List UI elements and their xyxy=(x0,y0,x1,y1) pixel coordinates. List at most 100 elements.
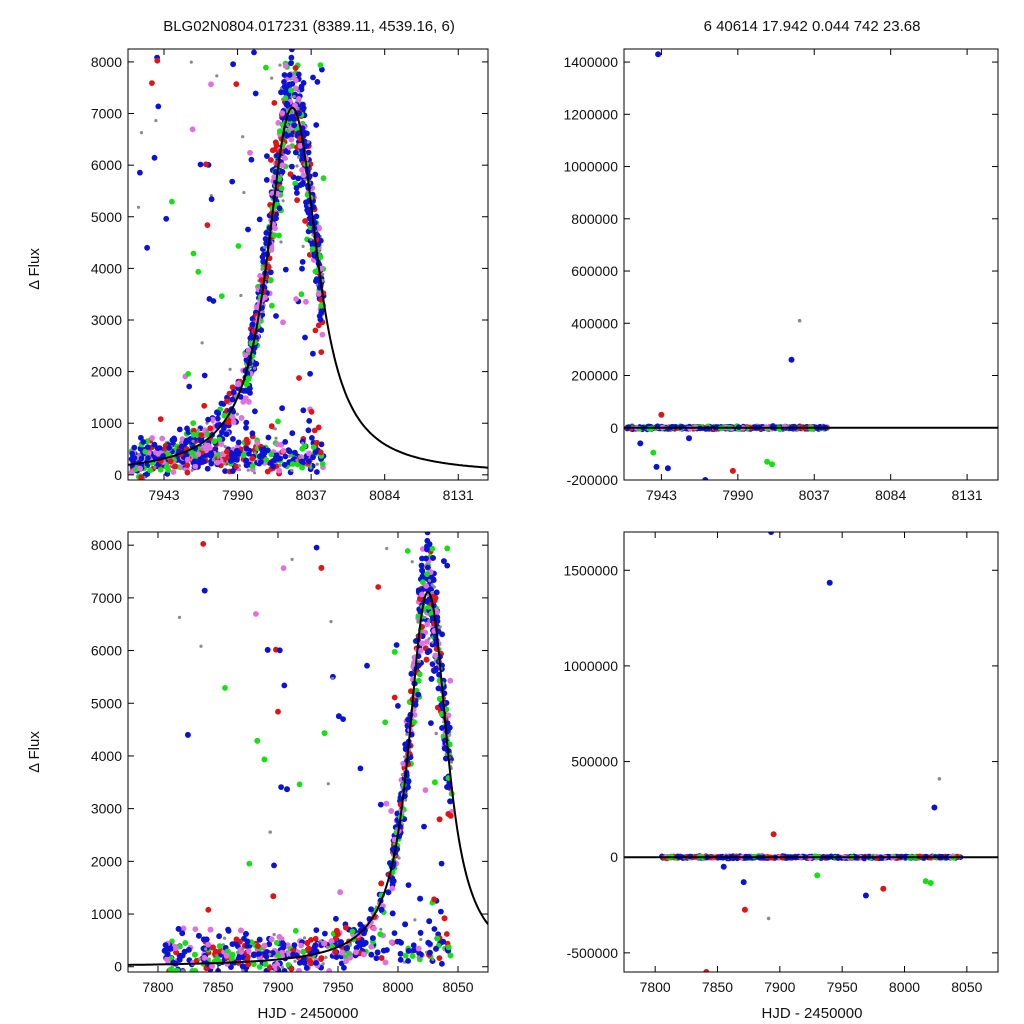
data-point xyxy=(389,885,396,892)
data-point xyxy=(240,947,245,951)
data-point xyxy=(361,951,367,958)
data-point xyxy=(388,939,395,946)
outlier-point xyxy=(764,458,771,465)
data-points xyxy=(624,51,830,480)
data-point xyxy=(274,441,281,448)
data-point xyxy=(273,939,280,946)
data-point xyxy=(263,245,267,249)
data-points xyxy=(161,532,455,972)
data-point xyxy=(263,457,269,463)
data-point xyxy=(408,688,414,695)
data-point xyxy=(377,931,384,938)
data-point xyxy=(419,567,425,574)
data-point xyxy=(277,455,283,462)
data-point xyxy=(255,943,261,949)
data-point xyxy=(303,936,307,940)
data-point xyxy=(438,908,444,915)
data-point xyxy=(149,435,156,441)
data-point xyxy=(201,402,208,409)
data-point xyxy=(430,583,434,587)
data-point xyxy=(278,463,282,467)
data-point xyxy=(184,462,191,469)
data-point xyxy=(441,745,448,752)
data-point xyxy=(137,465,144,472)
data-point xyxy=(419,937,423,942)
outlier-point xyxy=(769,461,775,468)
data-point xyxy=(268,423,275,430)
data-point xyxy=(154,445,161,451)
outlier-point xyxy=(653,463,660,470)
data-point xyxy=(299,445,306,452)
data-point xyxy=(258,459,264,465)
data-point xyxy=(417,596,423,602)
data-point xyxy=(243,424,249,431)
data-point xyxy=(444,562,451,569)
data-point xyxy=(204,431,211,438)
data-point xyxy=(261,756,268,763)
data-point xyxy=(383,800,390,807)
data-point xyxy=(431,926,438,932)
data-point xyxy=(438,860,445,867)
data-point xyxy=(419,579,426,585)
data-point xyxy=(182,940,189,946)
y-tick-label: 500000 xyxy=(571,754,618,770)
x-tick-label: 7943 xyxy=(148,487,179,503)
data-point xyxy=(281,79,287,85)
data-point xyxy=(427,941,433,947)
data-point xyxy=(282,146,286,150)
data-point xyxy=(430,590,434,595)
data-point xyxy=(347,942,351,947)
data-point xyxy=(256,453,263,460)
data-point xyxy=(210,944,216,951)
data-point xyxy=(318,565,325,571)
data-point xyxy=(290,557,294,562)
data-point xyxy=(278,784,284,790)
data-point xyxy=(305,945,312,952)
data-point xyxy=(313,927,320,933)
data-point xyxy=(318,955,325,961)
data-point xyxy=(229,384,236,391)
data-point xyxy=(185,371,192,377)
data-point xyxy=(408,670,415,677)
data-point xyxy=(228,964,234,970)
data-point xyxy=(218,293,225,299)
y-tick-label: 0 xyxy=(114,467,122,483)
data-point xyxy=(200,341,204,345)
data-point xyxy=(436,696,443,702)
data-point xyxy=(207,453,214,459)
data-point xyxy=(207,425,214,432)
data-point xyxy=(291,942,298,948)
y-tick-label: 6000 xyxy=(91,643,122,659)
data-point xyxy=(281,968,288,972)
plot-frame xyxy=(623,48,999,481)
data-point xyxy=(290,468,294,472)
data-point xyxy=(272,932,276,937)
data-point xyxy=(332,949,339,955)
data-point xyxy=(308,960,315,967)
data-point xyxy=(246,450,252,457)
data-point xyxy=(163,215,170,222)
data-point xyxy=(312,935,319,942)
data-point xyxy=(268,952,272,957)
data-point xyxy=(349,928,356,935)
header-right-text: 6 40614 17.942 0.044 742 23.68 xyxy=(704,18,921,35)
data-point xyxy=(418,562,425,569)
data-point xyxy=(180,925,187,932)
data-point xyxy=(208,196,215,203)
data-point xyxy=(253,611,259,617)
data-point xyxy=(259,254,266,260)
data-point xyxy=(357,921,364,928)
data-point xyxy=(300,101,306,108)
data-point xyxy=(288,60,294,67)
data-point xyxy=(268,157,274,163)
data-point xyxy=(251,49,257,56)
data-point xyxy=(195,268,202,275)
data-point xyxy=(248,156,255,163)
data-point xyxy=(370,935,376,942)
data-point xyxy=(289,49,295,53)
data-point xyxy=(316,225,322,232)
data-point xyxy=(216,436,223,443)
data-point xyxy=(322,930,328,937)
data-point xyxy=(321,272,325,276)
data-point xyxy=(250,961,257,967)
